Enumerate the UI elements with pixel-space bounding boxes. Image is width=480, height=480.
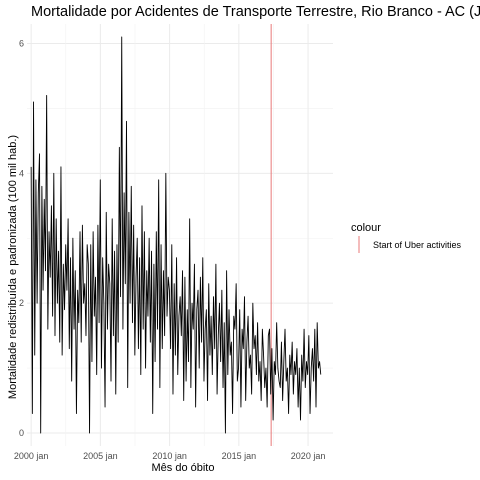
legend-title: colour (351, 222, 381, 234)
grid (27, 24, 333, 446)
x-axis-ticks: 2000 jan 2005 jan 2010 jan 2015 jan 2020 jan (14, 451, 325, 461)
x-tick-label: 2005 jan (83, 451, 118, 461)
y-axis-title: Mortalidade redistribuída e padronizada … (7, 135, 19, 399)
y-axis-ticks: 0 2 4 6 (19, 38, 24, 438)
legend: colour Start of Uber activities (351, 222, 462, 253)
legend-item-uber: Start of Uber activities (373, 240, 462, 250)
y-tick-label: 6 (19, 38, 24, 48)
chart-title: Mortalidade por Acidentes de Transporte … (31, 4, 480, 20)
mortality-series-line (30, 36, 322, 434)
x-tick-label: 2020 jan (291, 451, 326, 461)
x-tick-label: 2015 jan (222, 451, 257, 461)
y-tick-label: 4 (19, 168, 24, 178)
y-tick-label: 2 (19, 298, 24, 308)
x-tick-label: 2000 jan (14, 451, 49, 461)
x-axis-title: Mês do óbito (152, 462, 215, 474)
series-layer (30, 36, 322, 434)
x-tick-label: 2010 jan (152, 451, 187, 461)
y-tick-label: 0 (19, 428, 24, 438)
